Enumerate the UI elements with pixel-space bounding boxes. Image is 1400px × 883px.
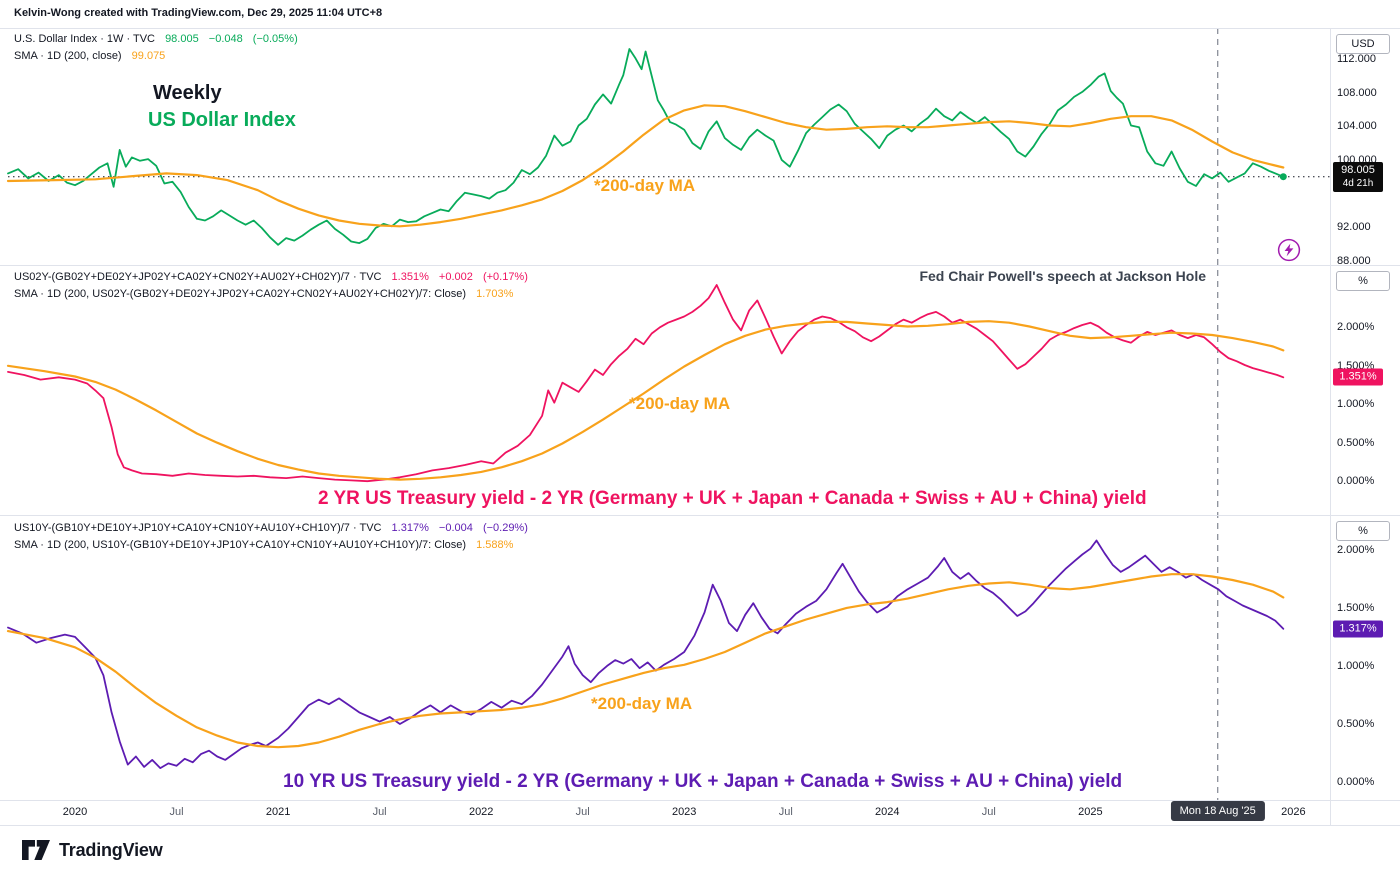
change-value: −0.048 [208,33,243,45]
price-tick-label: 2.000% [1337,543,1375,556]
chart-bottom-border [0,825,1400,826]
panel-separator-1[interactable] [0,265,1400,266]
price-tick-label: 2.000% [1337,321,1375,334]
boost-button[interactable] [1277,238,1301,262]
time-tick-label: 2026 [1281,806,1306,818]
sma-200-2y[interactable] [6,320,1285,481]
time-tick-label: Jul [169,806,184,818]
legend-panel-2[interactable]: US02Y-(GB02Y+DE02Y+JP02Y+CA02Y+CN02Y+AU0… [14,269,528,303]
change-percent: (−0.05%) [252,33,298,45]
annotation-200day-ma-1: *200-day MA [594,176,696,195]
price-tick-label: 1.000% [1337,398,1375,411]
last-value: 1.351% [391,271,429,283]
change-percent: (−0.29%) [482,522,528,534]
sma-title[interactable]: SMA · 1D (200, US10Y-(GB10Y+DE10Y+JP10Y+… [14,539,467,551]
change-value: +0.002 [438,271,473,283]
symbol-title[interactable]: US02Y-(GB02Y+DE02Y+JP02Y+CA02Y+CN02Y+AU0… [14,271,382,283]
axis-unit-button[interactable]: % [1336,521,1390,541]
last-price-badge: 1.317% [1333,620,1383,638]
sma-value: 1.588% [476,539,514,551]
legend-symbol-row[interactable]: US10Y-(GB10Y+DE10Y+JP10Y+CA10Y+CN10Y+AU1… [14,520,528,537]
annotation-jackson-hole: Fed Chair Powell's speech at Jackson Hol… [919,268,1206,284]
annotation-dxy-title: US Dollar Index [148,109,296,131]
tradingview-logo-text: TradingView [59,840,163,860]
legend-sma-row[interactable]: SMA · 1D (200, close) 99.075 [14,48,298,65]
price-tick-label: 112.000 [1337,53,1376,66]
attribution-text: Kelvin-Wong created with TradingView.com… [14,7,383,19]
time-tick-label: Jul [981,806,996,818]
last-price-badge: 1.351% [1333,368,1383,386]
time-tick-label: 2023 [671,806,697,818]
spread-2y-line[interactable] [7,284,1285,483]
axis-unit-button[interactable]: % [1336,271,1390,291]
price-tick-label: 0.000% [1337,776,1375,788]
price-tick-label: 1.500% [1337,601,1375,614]
time-tick-label: Jul [575,806,590,818]
spread-10y-line[interactable] [7,539,1285,769]
sma-200-dxy[interactable] [6,104,1285,228]
last-price-dot [1279,173,1287,181]
time-tick-label: Jul [372,806,387,818]
legend-panel-3[interactable]: US10Y-(GB10Y+DE10Y+JP10Y+CA10Y+CN10Y+AU1… [14,520,528,554]
us-dollar-index-line[interactable] [7,48,1285,246]
lightning-icon [1277,238,1301,262]
annotation-10y-spread: 10 YR US Treasury yield - 2 YR (Germany … [283,771,1123,792]
change-value: −0.004 [438,522,473,534]
crosshair-date-badge: Mon 18 Aug '25 [1170,801,1265,821]
price-tick-label: 0.000% [1337,475,1375,488]
symbol-title[interactable]: U.S. Dollar Index · 1W · TVC [14,33,155,45]
sma-200-10y[interactable] [6,573,1285,749]
sma-title[interactable]: SMA · 1D (200, US02Y-(GB02Y+DE02Y+JP02Y+… [14,288,467,300]
time-tick-label: 2020 [62,806,88,818]
sma-title[interactable]: SMA · 1D (200, close) [14,50,122,62]
last-value: 1.317% [391,522,429,534]
price-tick-label: 1.000% [1337,659,1375,672]
tradingview-logo-icon [22,840,50,860]
price-tick-label: 88.000 [1337,254,1371,267]
time-tick-label: Jul [778,806,793,818]
price-tick-label: 0.500% [1337,436,1375,449]
symbol-title[interactable]: US10Y-(GB10Y+DE10Y+JP10Y+CA10Y+CN10Y+AU1… [14,522,382,534]
bar-countdown: 4d 21h [1342,177,1374,189]
chart-top-border [0,28,1400,29]
annotation-200day-ma-3: *200-day MA [591,694,693,713]
change-percent: (+0.17%) [482,271,528,283]
axis-unit-button[interactable]: USD [1336,34,1390,54]
annotation-2y-spread: 2 YR US Treasury yield - 2 YR (Germany +… [318,488,1147,509]
legend-symbol-row[interactable]: U.S. Dollar Index · 1W · TVC 98.005 −0.0… [14,31,298,48]
price-tick-label: 108.000 [1337,86,1377,99]
annotation-weekly: Weekly [153,82,222,104]
price-tick-label: 92.000 [1337,221,1371,234]
tradingview-branding[interactable]: TradingView [22,840,163,861]
time-axis-border [0,800,1400,801]
time-tick-label: 2021 [265,806,291,818]
time-tick-label: 2024 [875,806,900,818]
time-tick-label: 2022 [468,806,494,818]
price-tick-label: 0.500% [1337,718,1375,730]
legend-symbol-row[interactable]: US02Y-(GB02Y+DE02Y+JP02Y+CA02Y+CN02Y+AU0… [14,269,528,286]
legend-sma-row[interactable]: SMA · 1D (200, US02Y-(GB02Y+DE02Y+JP02Y+… [14,286,528,303]
price-axis-border [1330,28,1331,825]
last-value: 98.005 [165,33,199,45]
annotation-200day-ma-2: *200-day MA [629,394,731,413]
panel-separator-2[interactable] [0,515,1400,516]
last-price-badge: 98.005 4d 21h [1333,161,1383,192]
sma-value: 1.703% [476,288,514,300]
sma-value: 99.075 [131,50,166,62]
time-tick-label: 2025 [1078,806,1103,818]
legend-panel-1[interactable]: U.S. Dollar Index · 1W · TVC 98.005 −0.0… [14,31,298,65]
legend-sma-row[interactable]: SMA · 1D (200, US10Y-(GB10Y+DE10Y+JP10Y+… [14,537,528,554]
price-tick-label: 104.000 [1337,120,1377,133]
